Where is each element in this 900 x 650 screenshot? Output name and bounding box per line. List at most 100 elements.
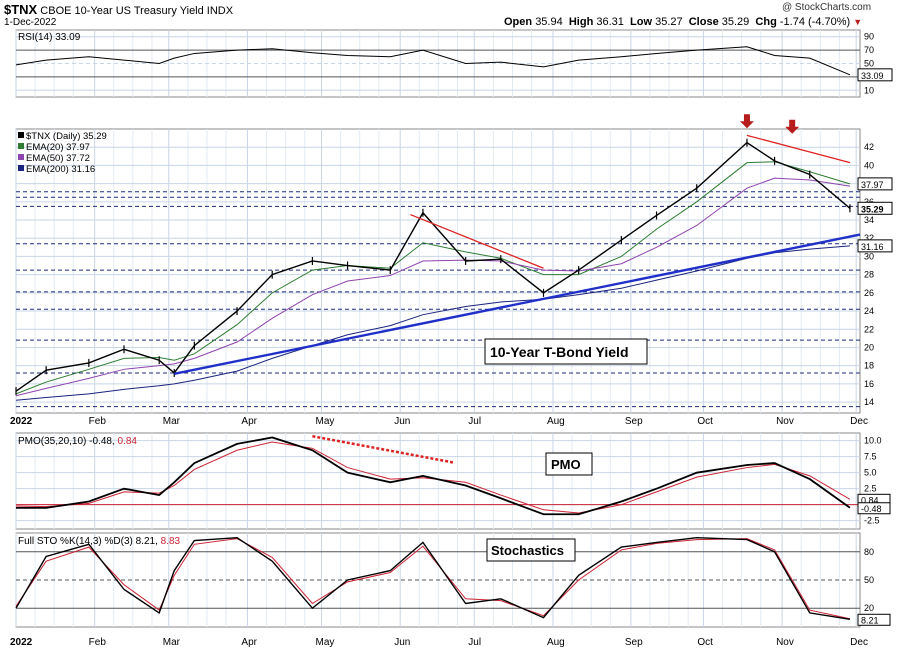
rsi-line <box>15 46 851 76</box>
x-tick-label-bottom: Feb <box>89 637 107 648</box>
pmo-line <box>16 436 851 516</box>
price-tick-label: 18 <box>864 361 874 371</box>
price-tick-label: 32 <box>864 233 874 243</box>
x-tick-label-bottom: Apr <box>241 637 257 648</box>
price-tick-label: 28 <box>864 270 874 280</box>
chg-label: Chg <box>755 16 777 28</box>
x-tick-label-bottom: Oct <box>697 637 713 648</box>
pmo-signal-value: 0.84 <box>118 436 138 447</box>
down-triangle-icon: ▼ <box>853 17 863 27</box>
price-tick-label: 40 <box>864 160 874 170</box>
price-value-tag-text: 37.97 <box>861 180 884 190</box>
rsi-tick-label: 10 <box>864 85 874 95</box>
x-tick-label-bottom: Sep <box>625 637 643 648</box>
x-tick-label-bottom: May <box>316 637 335 648</box>
rsi-value-tag <box>857 68 893 82</box>
ema-line <box>15 245 850 401</box>
sto-value-tag <box>857 613 891 626</box>
high-label: High <box>568 16 594 28</box>
open-label: Open <box>504 16 533 28</box>
sto-tick-label: 80 <box>864 547 874 557</box>
x-tick-label-mid: Jul <box>468 416 481 427</box>
sto-annotation-text: Stochastics <box>491 543 564 558</box>
pmo-value-tag <box>857 502 891 515</box>
price-legend-entry: EMA(50) 37.72 <box>26 153 90 164</box>
x-tick-label-bottom: Nov <box>776 637 794 648</box>
pmo-label: PMO(35,20,10) -0.48, 0.84 <box>18 436 137 447</box>
tbond-annotation-box <box>484 338 648 365</box>
x-tick-label-mid: Oct <box>697 416 713 427</box>
price-legend-entry: EMA(20) 37.97 <box>26 142 90 153</box>
x-tick-label-mid: Mar <box>163 416 181 427</box>
red-trendline <box>410 213 544 269</box>
ohlc-readout: Open 35.94 High 36.31 Low 35.27 Close 35… <box>504 16 862 28</box>
ema-line <box>15 177 851 397</box>
ema-line <box>15 161 851 395</box>
pmo-annotation-box <box>545 452 593 476</box>
red-trendline <box>746 134 851 164</box>
x-tick-label-bottom: Mar <box>163 637 181 648</box>
close-value: 35.29 <box>721 16 750 28</box>
x-tick-label-mid: Feb <box>89 416 107 427</box>
pmo-annotation-text: PMO <box>551 457 581 472</box>
x-tick-label-bottom: Dec <box>850 637 868 648</box>
price-tick-label: 20 <box>864 342 874 352</box>
watermark: @ StockCharts.com <box>782 2 872 13</box>
price-value-tag <box>857 177 893 191</box>
pmo-tick-label: 7.5 <box>864 452 877 462</box>
x-tick-label-bottom: 2022 <box>10 637 33 648</box>
x-tick-label-mid: Sep <box>625 416 643 427</box>
pmo-value-tag-text: -0.48 <box>861 504 882 514</box>
blue-trendline <box>174 233 861 376</box>
symbol: $TNX <box>4 2 38 17</box>
sto-value-tag-text: 8.21 <box>861 615 879 625</box>
legend-swatch <box>18 143 24 149</box>
pmo-value-tag-text: 0.84 <box>861 495 879 505</box>
instrument-name: CBOE 10-Year US Treasury Yield INDX <box>40 5 234 17</box>
x-tick-label-mid: Dec <box>850 416 868 427</box>
pmo-tick-label: 2.5 <box>864 484 877 494</box>
price-tick-label: 16 <box>864 379 874 389</box>
price-value-tag <box>857 239 893 253</box>
x-tick-label-bottom: Aug <box>547 637 565 648</box>
rsi-tick-label: 50 <box>864 59 874 69</box>
legend-swatch <box>18 132 24 138</box>
down-arrow-icon <box>785 119 800 134</box>
price-legend-entry: EMA(200) 31.16 <box>26 164 95 175</box>
open-value: 35.94 <box>535 16 563 28</box>
price-value-tag-text: 31.16 <box>861 242 884 252</box>
rsi-tick-label: 90 <box>864 32 874 42</box>
sto-annotation-box <box>486 538 576 562</box>
x-tick-label-mid: May <box>316 416 335 427</box>
sto-d-line <box>15 538 851 620</box>
low-label: Low <box>630 16 653 28</box>
sto-signal-value: 8.83 <box>161 536 181 547</box>
x-tick-label-bottom: Jul <box>468 637 481 648</box>
sto-tick-label: 50 <box>864 575 874 585</box>
high-value: 36.31 <box>596 16 624 28</box>
price-tick-label: 30 <box>864 251 874 261</box>
close-label: Close <box>688 16 719 28</box>
pmo-tick-label: -2.5 <box>864 516 880 526</box>
header-title-line: $TNX CBOE 10-Year US Treasury Yield INDX <box>4 2 233 17</box>
sto-tick-label: 20 <box>864 603 874 613</box>
x-tick-label-mid: Aug <box>547 416 565 427</box>
pmo-divergence-line <box>312 434 454 464</box>
down-arrow-icon <box>739 114 754 129</box>
chart-date: 1-Dec-2022 <box>4 17 57 28</box>
price-tick-label: 14 <box>864 397 874 407</box>
price-value-tag-text: 35.29 <box>861 204 884 214</box>
rsi-tick-label: 70 <box>864 45 874 55</box>
price-legend-entry: $TNX (Daily) 35.29 <box>26 131 107 142</box>
low-value: 35.27 <box>655 16 683 28</box>
pmo-tick-label: 10.0 <box>864 436 882 446</box>
price-tick-label: 24 <box>864 306 874 316</box>
x-tick-label-mid: Nov <box>776 416 794 427</box>
price-tick-label: 42 <box>864 142 874 152</box>
sto-k-line <box>15 536 851 620</box>
price-tick-label: 34 <box>864 215 874 225</box>
x-tick-label-mid: 2022 <box>10 416 33 427</box>
sto-label: Full STO %K(14,3) %D(3) 8.21, 8.83 <box>18 536 181 547</box>
legend-swatch <box>18 154 24 160</box>
